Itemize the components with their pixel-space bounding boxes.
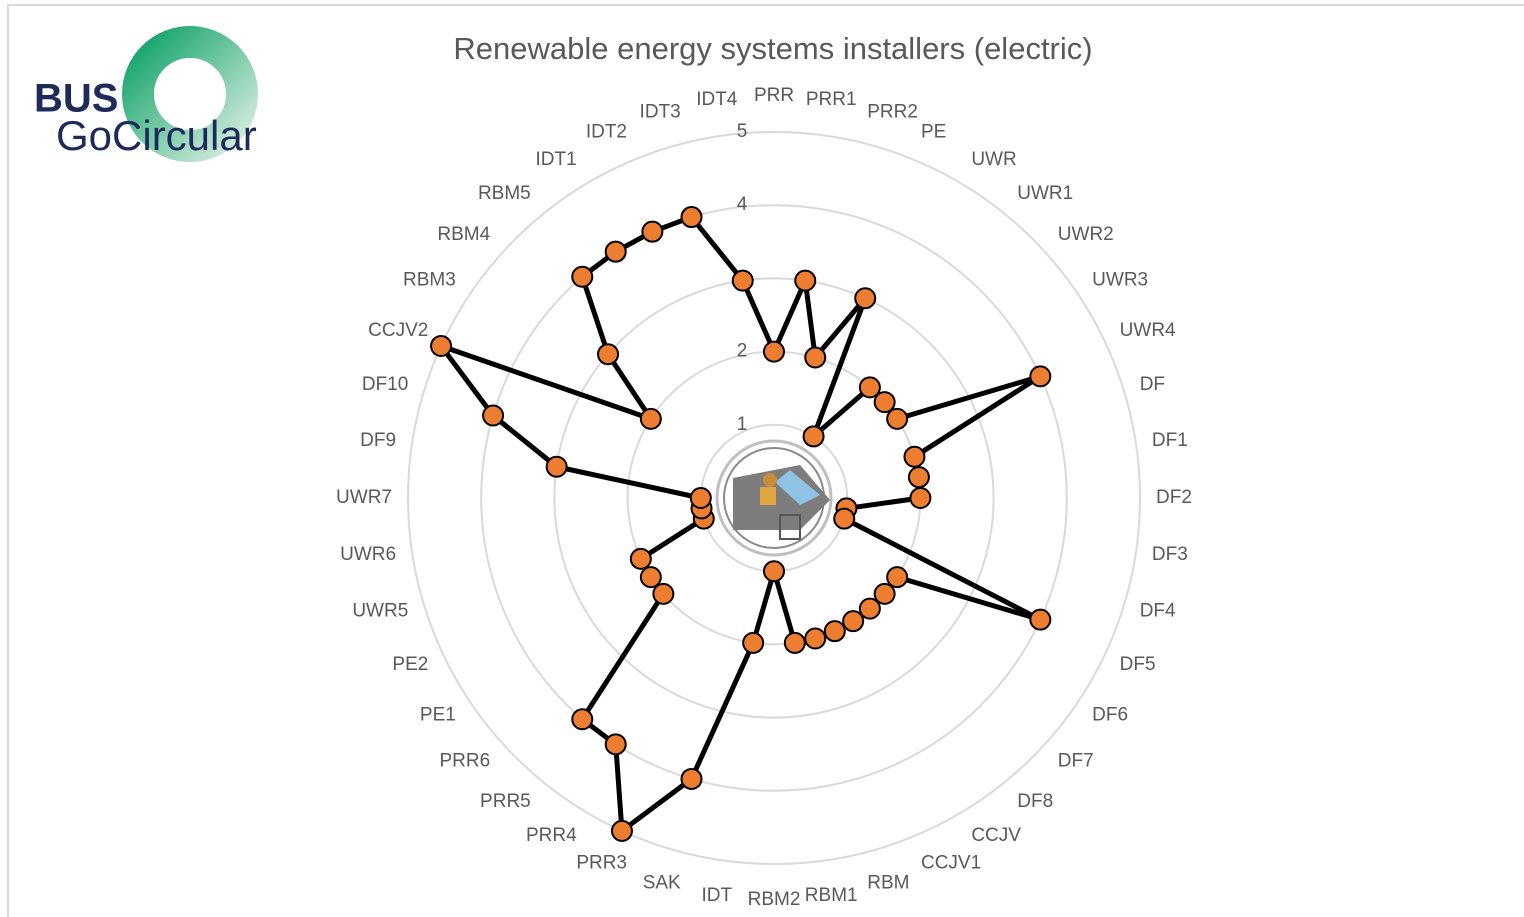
category-label: PRR4 <box>526 825 577 846</box>
category-label: RBM1 <box>805 885 858 906</box>
category-label: UWR4 <box>1120 320 1176 341</box>
logo-text: GoCircular <box>56 112 257 159</box>
marker <box>805 628 825 648</box>
marker <box>572 267 592 287</box>
category-label: DF9 <box>360 430 396 451</box>
marker <box>887 409 907 429</box>
marker <box>860 599 880 619</box>
category-label: UWR <box>971 149 1016 170</box>
category-label: IDT <box>701 885 732 906</box>
category-label: UWR1 <box>1017 183 1073 204</box>
marker <box>606 734 626 754</box>
marker <box>1030 610 1050 630</box>
category-label: UWR5 <box>352 600 408 621</box>
marker <box>483 406 503 426</box>
marker <box>910 488 930 508</box>
category-label: PRR5 <box>480 791 531 812</box>
category-label: PRR6 <box>440 750 491 771</box>
marker <box>875 392 895 412</box>
marker <box>785 633 805 653</box>
category-label: PE2 <box>392 654 428 675</box>
marker <box>904 447 924 467</box>
category-label: DF7 <box>1058 750 1094 771</box>
marker <box>641 567 661 587</box>
category-label: CCJV2 <box>368 320 428 341</box>
category-label: PE <box>921 121 946 142</box>
category-label: DF2 <box>1156 487 1192 508</box>
marker <box>612 821 632 841</box>
chart-title: Renewable energy systems installers (ele… <box>453 31 1092 66</box>
category-label: RBM4 <box>437 224 490 245</box>
category-label: DF3 <box>1152 544 1188 565</box>
category-label: PRR3 <box>576 853 627 874</box>
category-label: IDT2 <box>586 121 627 142</box>
category-label: DF8 <box>1017 791 1053 812</box>
category-label: IDT3 <box>640 101 681 122</box>
category-label: PRR <box>754 85 794 106</box>
marker <box>598 344 618 364</box>
category-label: RBM2 <box>748 889 801 910</box>
r-tick-label: 1 <box>737 414 748 435</box>
category-label: CCJV1 <box>921 853 981 874</box>
category-label: RBM5 <box>478 183 531 204</box>
marker <box>682 769 702 789</box>
category-label: PRR1 <box>806 89 857 110</box>
marker <box>572 709 592 729</box>
marker <box>887 567 907 587</box>
category-label: UWR7 <box>336 487 392 508</box>
category-label: DF <box>1140 374 1165 395</box>
marker <box>795 271 815 291</box>
marker <box>855 288 875 308</box>
category-label: RBM <box>867 873 909 894</box>
category-label: UWR3 <box>1092 270 1148 291</box>
marker <box>909 467 929 487</box>
r-tick-label: 5 <box>737 121 748 142</box>
marker <box>733 271 753 291</box>
category-label: RBM3 <box>403 270 456 291</box>
category-label: IDT1 <box>535 149 576 170</box>
marker <box>764 342 784 362</box>
marker <box>431 336 451 356</box>
r-tick-label: 4 <box>737 194 748 215</box>
r-tick-label: 2 <box>737 341 748 362</box>
marker <box>805 348 825 368</box>
marker <box>547 457 567 477</box>
category-label: IDT4 <box>696 89 738 110</box>
marker <box>642 222 662 242</box>
category-label: UWR2 <box>1058 224 1114 245</box>
marker <box>1030 366 1050 386</box>
category-label: DF6 <box>1092 704 1128 725</box>
marker <box>653 584 673 604</box>
category-label: DF4 <box>1140 600 1176 621</box>
category-label: CCJV <box>971 825 1021 846</box>
marker <box>834 509 854 529</box>
center-icon <box>717 441 831 555</box>
marker <box>764 561 784 581</box>
page: BUS GoCircular Renewable energy systems … <box>0 0 1524 917</box>
marker <box>743 633 763 653</box>
marker <box>825 621 845 641</box>
marker <box>682 207 702 227</box>
logo: BUS GoCircular <box>34 42 257 159</box>
category-label: SAK <box>643 873 681 894</box>
marker <box>641 409 661 429</box>
category-label: PRR2 <box>867 101 918 122</box>
marker <box>691 488 711 508</box>
category-label: DF1 <box>1152 430 1188 451</box>
category-label: UWR6 <box>340 544 396 565</box>
category-label: PE1 <box>420 704 456 725</box>
marker <box>606 242 626 262</box>
marker <box>804 426 824 446</box>
category-label: DF5 <box>1120 654 1156 675</box>
category-label: DF10 <box>362 374 408 395</box>
marker <box>631 549 651 569</box>
marker <box>843 611 863 631</box>
